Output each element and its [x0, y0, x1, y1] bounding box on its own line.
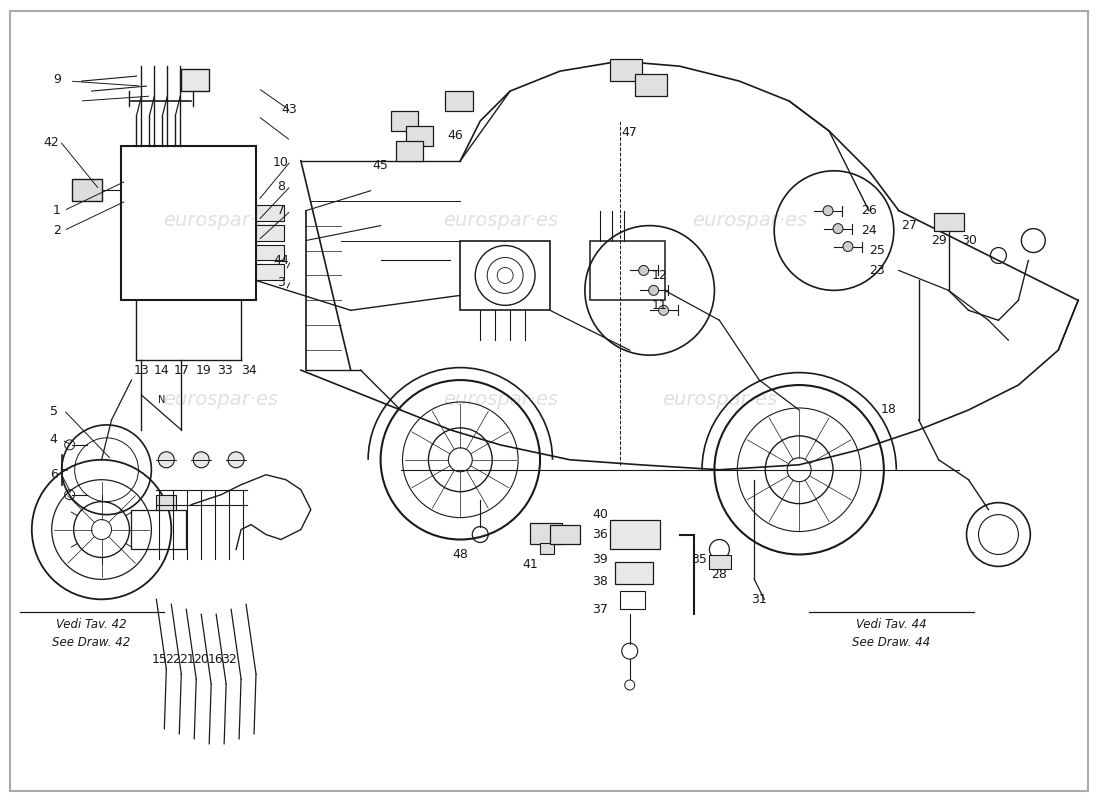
Bar	[182, 69, 209, 91]
Bar	[615, 562, 652, 584]
Bar	[390, 111, 418, 131]
Circle shape	[228, 452, 244, 468]
Circle shape	[649, 286, 659, 295]
Text: Vedi Tav. 42: Vedi Tav. 42	[56, 618, 126, 630]
Circle shape	[823, 206, 833, 216]
Text: See Draw. 42: See Draw. 42	[53, 636, 131, 649]
Text: 47: 47	[621, 126, 638, 139]
Text: 43: 43	[280, 102, 297, 115]
Text: eurospar·es: eurospar·es	[692, 211, 807, 230]
Text: N: N	[157, 395, 165, 405]
Text: 48: 48	[452, 548, 469, 561]
Text: See Draw. 44: See Draw. 44	[851, 636, 929, 649]
Bar	[934, 213, 964, 230]
Text: 2: 2	[53, 224, 60, 237]
Bar	[132, 510, 186, 550]
Text: 23: 23	[869, 264, 884, 277]
Circle shape	[639, 266, 649, 275]
Bar	[530, 522, 562, 545]
Text: eurospar·es: eurospar·es	[164, 211, 278, 230]
Text: 36: 36	[592, 528, 607, 541]
Text: 37: 37	[592, 602, 608, 616]
Text: 21: 21	[179, 653, 195, 666]
Bar	[460, 241, 550, 310]
Circle shape	[659, 306, 669, 315]
Bar	[550, 525, 580, 545]
Bar	[609, 519, 660, 550]
Text: 26: 26	[861, 204, 877, 217]
Circle shape	[158, 452, 174, 468]
Bar	[256, 205, 284, 221]
Bar	[406, 126, 433, 146]
Text: 16: 16	[207, 653, 223, 666]
Text: 1: 1	[53, 204, 60, 217]
Text: 14: 14	[154, 364, 169, 377]
Text: 28: 28	[712, 568, 727, 581]
Text: 22: 22	[165, 653, 182, 666]
Text: 25: 25	[869, 244, 884, 257]
Text: eurospar·es: eurospar·es	[164, 390, 278, 410]
Text: 3: 3	[277, 276, 285, 289]
Text: eurospar·es: eurospar·es	[442, 390, 558, 410]
Text: 35: 35	[692, 553, 707, 566]
Text: 7: 7	[277, 204, 285, 217]
Text: 11: 11	[651, 299, 668, 312]
Bar	[590, 241, 664, 300]
Bar	[619, 591, 645, 610]
Text: 27: 27	[901, 219, 916, 232]
Text: 5: 5	[50, 406, 57, 418]
Text: 39: 39	[592, 553, 607, 566]
Text: eurospar·es: eurospar·es	[442, 211, 558, 230]
Text: 12: 12	[651, 269, 668, 282]
Text: 29: 29	[931, 234, 946, 247]
Bar	[635, 74, 667, 96]
Text: 6: 6	[50, 468, 57, 482]
Bar	[121, 146, 256, 300]
Text: 4: 4	[50, 434, 57, 446]
Text: 32: 32	[221, 653, 236, 666]
Text: 8: 8	[277, 180, 285, 194]
Circle shape	[194, 452, 209, 468]
Text: 18: 18	[881, 403, 896, 417]
Bar	[256, 245, 284, 261]
Text: 9: 9	[53, 73, 60, 86]
Text: 44: 44	[273, 254, 289, 267]
Text: eurospar·es: eurospar·es	[662, 390, 777, 410]
Bar	[609, 59, 641, 81]
Text: 34: 34	[241, 364, 257, 377]
Text: 40: 40	[592, 508, 608, 521]
Text: 41: 41	[522, 558, 538, 571]
Text: 30: 30	[960, 234, 977, 247]
Text: 20: 20	[194, 653, 209, 666]
Text: 17: 17	[174, 364, 189, 377]
Bar	[256, 225, 284, 241]
Text: 33: 33	[218, 364, 233, 377]
Text: 31: 31	[751, 593, 767, 606]
Text: 24: 24	[861, 224, 877, 237]
Bar	[72, 178, 101, 201]
Text: 38: 38	[592, 575, 608, 588]
Text: Vedi Tav. 44: Vedi Tav. 44	[856, 618, 926, 630]
Text: 42: 42	[44, 136, 59, 150]
Text: 13: 13	[133, 364, 150, 377]
Circle shape	[833, 224, 843, 234]
Bar	[540, 542, 554, 554]
Text: 45: 45	[373, 159, 388, 172]
Bar	[446, 91, 473, 111]
Text: 19: 19	[196, 364, 211, 377]
Bar	[396, 141, 424, 161]
Text: 46: 46	[448, 130, 463, 142]
Circle shape	[843, 242, 852, 251]
Bar	[710, 555, 732, 570]
Text: 15: 15	[152, 653, 167, 666]
Bar	[156, 494, 176, 510]
Bar	[256, 265, 284, 281]
Text: 10: 10	[273, 156, 289, 170]
